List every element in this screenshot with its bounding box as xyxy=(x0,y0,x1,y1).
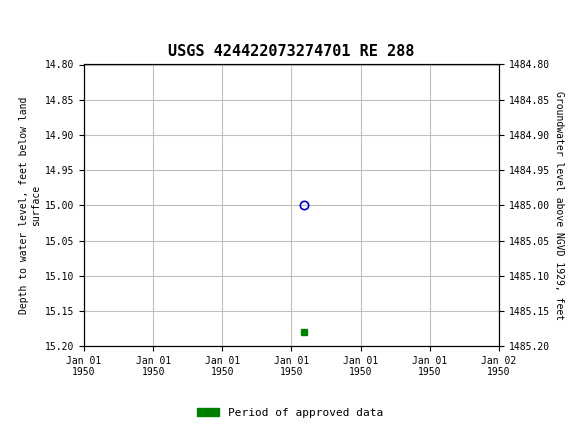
Y-axis label: Depth to water level, feet below land
surface: Depth to water level, feet below land su… xyxy=(19,97,41,314)
Y-axis label: Groundwater level above NGVD 1929, feet: Groundwater level above NGVD 1929, feet xyxy=(554,91,564,320)
Text: USGS: USGS xyxy=(38,12,93,29)
Title: USGS 424422073274701 RE 288: USGS 424422073274701 RE 288 xyxy=(168,44,415,59)
Legend: Period of approved data: Period of approved data xyxy=(193,403,387,422)
